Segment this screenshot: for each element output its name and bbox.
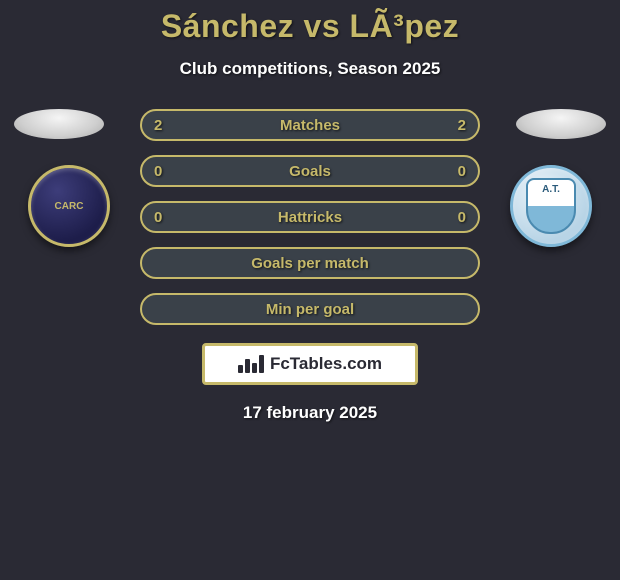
stat-label: Matches — [280, 117, 340, 134]
stat-left-value: 0 — [154, 163, 162, 180]
stat-label: Goals — [289, 163, 331, 180]
subtitle: Club competitions, Season 2025 — [0, 59, 620, 79]
club-badge-right: A.T. — [510, 165, 592, 247]
stat-rows: 2 Matches 2 0 Goals 0 0 Hattricks 0 Goal… — [140, 109, 480, 325]
stat-right-value: 2 — [458, 117, 466, 134]
club-badge-left: CARC — [28, 165, 110, 247]
stat-label: Hattricks — [278, 209, 342, 226]
stat-label: Goals per match — [251, 255, 369, 272]
stat-right-value: 0 — [458, 209, 466, 226]
club-badge-right-text: A.T. — [526, 178, 576, 234]
site-attribution: FcTables.com — [202, 343, 418, 385]
page-title: Sánchez vs LÃ³pez — [0, 0, 620, 45]
player-placeholder-left — [14, 109, 104, 139]
player-placeholder-right — [516, 109, 606, 139]
stat-row-hattricks: 0 Hattricks 0 — [140, 201, 480, 233]
stat-row-min-per-goal: Min per goal — [140, 293, 480, 325]
stat-row-goals: 0 Goals 0 — [140, 155, 480, 187]
stat-row-goals-per-match: Goals per match — [140, 247, 480, 279]
site-name: FcTables.com — [270, 354, 382, 374]
barchart-icon — [238, 355, 264, 373]
stat-label: Min per goal — [266, 301, 354, 318]
stat-left-value: 0 — [154, 209, 162, 226]
comparison-panel: CARC A.T. 2 Matches 2 0 Goals 0 0 Hattri… — [0, 109, 620, 423]
stat-right-value: 0 — [458, 163, 466, 180]
club-badge-left-text: CARC — [55, 201, 84, 212]
stat-left-value: 2 — [154, 117, 162, 134]
snapshot-date: 17 february 2025 — [0, 403, 620, 423]
stat-row-matches: 2 Matches 2 — [140, 109, 480, 141]
